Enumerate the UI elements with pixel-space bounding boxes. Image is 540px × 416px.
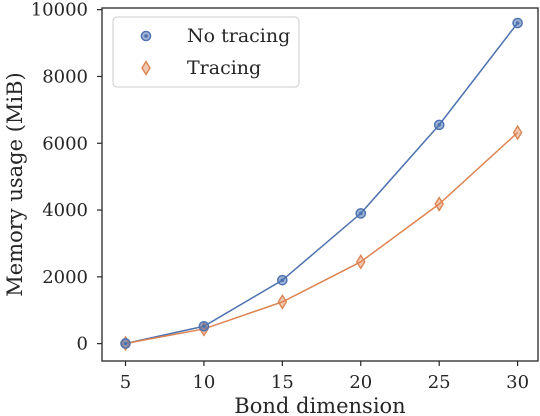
y-tick-label: 4000 <box>42 200 88 221</box>
x-tick-label: 5 <box>120 372 131 393</box>
plot-frame <box>101 7 539 362</box>
legend-item: No tracing <box>140 25 290 47</box>
legend-item: Tracing <box>141 57 261 79</box>
x-tick-label: 25 <box>428 372 451 393</box>
x-tick-label: 15 <box>271 372 294 393</box>
legend: No tracing Tracing <box>112 16 300 88</box>
legend-marker <box>141 60 151 76</box>
series-markers <box>120 17 523 349</box>
series-layer <box>120 17 523 352</box>
data-point <box>355 208 367 219</box>
data-point <box>277 294 288 310</box>
x-tick-label: 20 <box>349 372 372 393</box>
data-point <box>434 196 445 212</box>
y-axis-ticks: 0 2000 4000 6000 8000 10000 <box>31 0 102 355</box>
series-markers <box>120 124 523 352</box>
legend-marker <box>140 30 152 42</box>
x-axis-label: Bond dimension <box>234 394 405 416</box>
series-0 <box>125 22 519 345</box>
y-tick-label: 8000 <box>42 66 88 87</box>
data-point <box>277 274 288 286</box>
y-axis-label: Memory usage (MiB) <box>3 72 27 296</box>
x-tick-label: 10 <box>192 372 215 393</box>
legend-box <box>112 16 300 88</box>
series-1 <box>125 132 519 345</box>
y-tick-label: 6000 <box>42 133 88 154</box>
data-point <box>512 17 523 29</box>
y-tick-label: 2000 <box>42 267 88 288</box>
data-point <box>355 253 366 270</box>
x-tick-label: 30 <box>506 372 529 393</box>
data-point <box>198 320 210 332</box>
series-line <box>125 132 519 345</box>
data-point <box>512 124 523 141</box>
y-tick-label: 0 <box>77 334 88 355</box>
legend-label: No tracing <box>187 25 290 47</box>
series-line <box>125 22 519 345</box>
x-axis-ticks: 5 10 15 20 25 30 <box>120 361 529 393</box>
legend-label: Tracing <box>187 57 261 79</box>
y-tick-label: 10000 <box>31 0 88 21</box>
data-point <box>433 119 445 131</box>
data-point <box>120 338 131 349</box>
